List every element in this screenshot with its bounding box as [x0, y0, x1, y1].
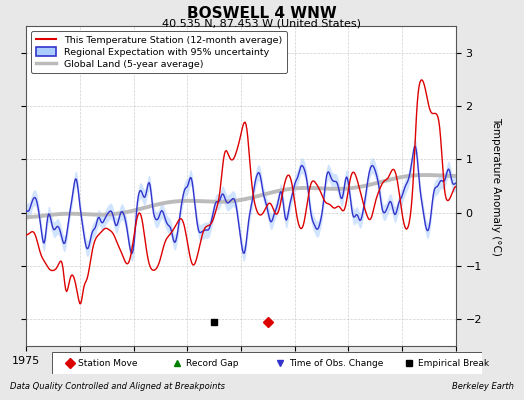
- Text: Empirical Break: Empirical Break: [418, 358, 489, 368]
- FancyBboxPatch shape: [52, 352, 482, 374]
- Y-axis label: Temperature Anomaly (°C): Temperature Anomaly (°C): [492, 116, 501, 256]
- Text: Time of Obs. Change: Time of Obs. Change: [289, 358, 383, 368]
- Text: 40.535 N, 87.453 W (United States): 40.535 N, 87.453 W (United States): [162, 18, 362, 28]
- Text: Record Gap: Record Gap: [185, 358, 238, 368]
- Text: Data Quality Controlled and Aligned at Breakpoints: Data Quality Controlled and Aligned at B…: [10, 382, 225, 391]
- Legend: This Temperature Station (12-month average), Regional Expectation with 95% uncer: This Temperature Station (12-month avera…: [31, 31, 287, 73]
- Text: BOSWELL 4 WNW: BOSWELL 4 WNW: [187, 6, 337, 21]
- Text: Station Move: Station Move: [78, 358, 138, 368]
- Text: Berkeley Earth: Berkeley Earth: [452, 382, 514, 391]
